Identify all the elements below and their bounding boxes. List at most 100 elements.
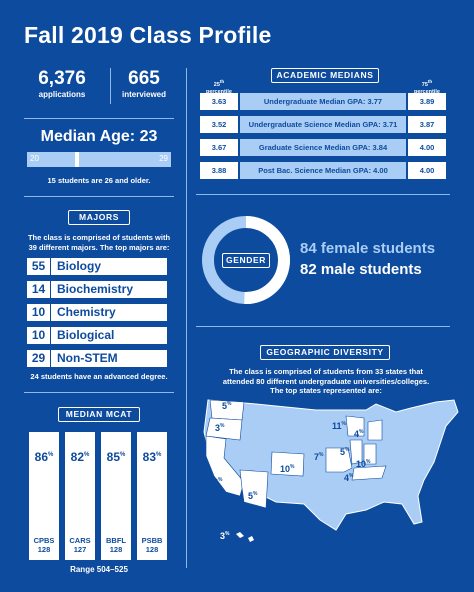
median-row: 3.67 Graduate Science Median GPA: 3.84 4… (200, 139, 446, 156)
map-label-in: 10% (356, 459, 371, 469)
map-label-il: 5% (340, 447, 350, 457)
mcat-range: Range 504–525 (70, 565, 128, 574)
interviewed-stat: 665 interviewed (112, 68, 176, 99)
median-age-marker (75, 152, 79, 167)
interviewed-value: 665 (128, 68, 160, 89)
state-co (270, 451, 305, 477)
state-ca (205, 435, 245, 497)
gender-label: GENDER (222, 253, 270, 268)
male-students: 82 male students (300, 261, 422, 278)
age-note: 15 students are 26 and older. (47, 176, 151, 185)
major-count: 55 (27, 258, 51, 275)
mcat-section-label: BBFL 128 (106, 536, 126, 554)
major-count: 10 (27, 304, 51, 321)
age-range-high: 29 (159, 154, 168, 163)
state-mi (367, 419, 383, 441)
median-low: 3.88 (200, 162, 238, 179)
divider (24, 196, 174, 197)
mcat-bar-cars: 82% CARS 127 (65, 432, 95, 560)
mcat-percentile: 83% (142, 450, 162, 464)
state-az (239, 469, 269, 509)
map-label-wa: 5% (222, 401, 232, 411)
state-in (363, 443, 377, 465)
divider (196, 326, 450, 327)
median-row: 3.63 Undergraduate Median GPA: 3.77 3.89 (200, 93, 446, 110)
median-low: 3.67 (200, 139, 238, 156)
mcat-bar-psbb: 83% PSBB 128 (137, 432, 167, 560)
applications-label: applications (38, 90, 86, 99)
map-label-ky: 4% (344, 473, 354, 483)
major-item: 55 Biology (27, 258, 167, 275)
academic-medians-heading: ACADEMIC MEDIANS (271, 68, 379, 83)
percentile-75-label: 75th percentile (414, 79, 440, 95)
percentile-25-label: 25th percentile (206, 79, 232, 95)
map-label-wi: 11% (332, 421, 346, 431)
age-range-low: 20 (30, 154, 39, 163)
divider (24, 392, 174, 393)
median-label: Undergraduate Science Median GPA: 3.71 (240, 116, 406, 133)
map-label-or: 3% (215, 423, 225, 433)
state-ky (351, 465, 387, 481)
major-name: Chemistry (57, 305, 116, 319)
major-item: 10 Chemistry (27, 304, 167, 321)
major-count: 14 (27, 281, 51, 298)
mcat-section-label: PSBB 128 (141, 536, 163, 554)
median-row: 3.88 Post Bac. Science Median GPA: 4.00 … (200, 162, 446, 179)
map-label-az: 5% (248, 491, 258, 501)
interviewed-label: interviewed (121, 90, 166, 99)
female-students: 84 female students (300, 240, 436, 257)
majors-heading: MAJORS (68, 210, 130, 225)
map-label-mo: 7% (314, 452, 324, 462)
mcat-heading: MEDIAN MCAT (58, 407, 140, 422)
median-high: 3.89 (408, 93, 446, 110)
median-row: 3.52 Undergraduate Science Median GPA: 3… (200, 116, 446, 133)
map-label-mi: 4% (354, 429, 364, 439)
map-label-hi: 3% (220, 531, 230, 541)
page-title: Fall 2019 Class Profile (24, 22, 272, 48)
gender-donut (202, 216, 290, 304)
divider (196, 194, 450, 195)
median-high: 3.87 (408, 116, 446, 133)
median-label: Post Bac. Science Median GPA: 4.00 (240, 162, 406, 179)
geo-heading: GEOGRAPHIC DIVERSITY (260, 345, 390, 360)
state-il (349, 439, 363, 465)
mcat-section-label: CARS 127 (69, 536, 91, 554)
mcat-bar-cpbs: 86% CPBS 128 (29, 432, 59, 560)
majors-intro: The class is comprised of students with … (27, 233, 171, 252)
median-label: Graduate Science Median GPA: 3.84 (240, 139, 406, 156)
majors-note: 24 students have an advanced degree. (30, 372, 168, 381)
major-count: 29 (27, 350, 51, 367)
state-wi (345, 415, 365, 437)
donut-female-arc (202, 216, 290, 304)
major-name: Biology (57, 259, 101, 273)
applications-stat: 6,376 applications (24, 68, 100, 99)
state-hi (236, 532, 254, 542)
divider (110, 68, 111, 104)
median-label: Undergraduate Median GPA: 3.77 (240, 93, 406, 110)
median-low: 3.63 (200, 93, 238, 110)
major-item: 14 Biochemistry (27, 281, 167, 298)
mcat-percentile: 85% (106, 450, 126, 464)
us-map (203, 399, 459, 542)
median-high: 4.00 (408, 162, 446, 179)
geo-intro: The class is comprised of students from … (222, 367, 430, 395)
map-label-ca: 13% (208, 477, 223, 487)
median-low: 3.52 (200, 116, 238, 133)
state-mo (325, 447, 353, 473)
state-or (205, 417, 243, 441)
divider (24, 118, 174, 119)
major-count: 10 (27, 327, 51, 344)
mcat-percentile: 86% (34, 450, 54, 464)
major-name: Non-STEM (57, 351, 118, 365)
major-name: Biochemistry (57, 282, 134, 296)
median-high: 4.00 (408, 139, 446, 156)
mcat-section-label: CPBS 128 (33, 536, 55, 554)
mcat-bar-bbfl: 85% BBFL 128 (101, 432, 131, 560)
major-item: 29 Non-STEM (27, 350, 167, 367)
age-range-bar: 20 29 (27, 152, 171, 167)
median-age-heading: Median Age: 23 (40, 128, 158, 145)
map-label-co: 10% (280, 464, 295, 474)
mcat-percentile: 82% (70, 450, 90, 464)
applications-value: 6,376 (38, 68, 86, 89)
